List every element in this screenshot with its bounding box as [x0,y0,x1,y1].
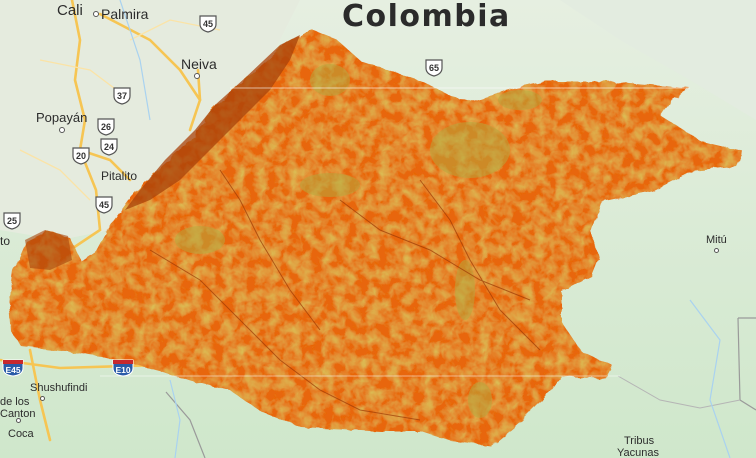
city-marker[interactable] [59,127,65,133]
city-marker[interactable] [93,11,99,17]
city-label-pitalito[interactable]: Pitalito [101,169,138,183]
country-border [165,391,206,458]
country-label: Colombia [342,0,511,34]
route-shield-icon: 45 [198,15,218,33]
east-land [560,0,756,120]
route-shield-icon: 45 [94,196,114,214]
raster-overlay [8,28,742,445]
overlay-dark-edge [125,35,300,210]
city-marker[interactable] [16,418,21,423]
city-label-canton[interactable]: Canton [0,408,36,420]
overlay-rivers [149,169,541,421]
city-label-tribus[interactable]: Tribus [624,435,655,447]
overlay-vegetation [175,64,542,418]
overlay-region [8,28,742,445]
route-number: 45 [98,200,109,210]
route-shield-icon: 25 [2,212,22,230]
city-label-cali[interactable]: Cali [57,2,83,19]
route-number: 37 [116,91,127,101]
route-shield-icon: 37 [112,87,132,105]
city-label-mitu[interactable]: Mitú [706,234,727,246]
country-border [617,375,741,409]
rivers [119,0,731,458]
city-label-neiva[interactable]: Neiva [181,56,217,72]
city-label-palmira[interactable]: Palmira [101,6,149,22]
city-label-coca[interactable]: Coca [8,428,34,440]
city-label-de-los[interactable]: de los [0,396,30,408]
route-number: 45 [202,19,213,29]
city-label-shushufindi[interactable]: Shushufindi [30,382,88,394]
route-shield-icon: 65 [424,59,444,77]
route-number: E45 [5,365,21,375]
route-shield-icon: 24 [99,138,119,156]
city-marker[interactable] [714,248,719,253]
interstate-shield-icon: E10 [112,359,134,377]
route-number: 25 [6,216,17,226]
interstate-shield-icon: E45 [2,359,24,377]
city-marker[interactable] [194,73,200,79]
city-label-to[interactable]: to [0,234,11,248]
route-number: 20 [75,151,86,161]
route-number: 24 [103,142,114,152]
route-shield-icon: 20 [71,147,91,165]
city-label-yacunas[interactable]: Yacunas [617,447,659,458]
overlay-dark-edge [25,230,72,270]
route-number: 65 [428,63,439,73]
route-number: E10 [115,365,131,375]
route-number: 26 [100,122,111,132]
route-shield-icon: 26 [96,118,116,136]
city-marker[interactable] [40,396,45,401]
city-label-popayan[interactable]: Popayán [36,110,88,125]
